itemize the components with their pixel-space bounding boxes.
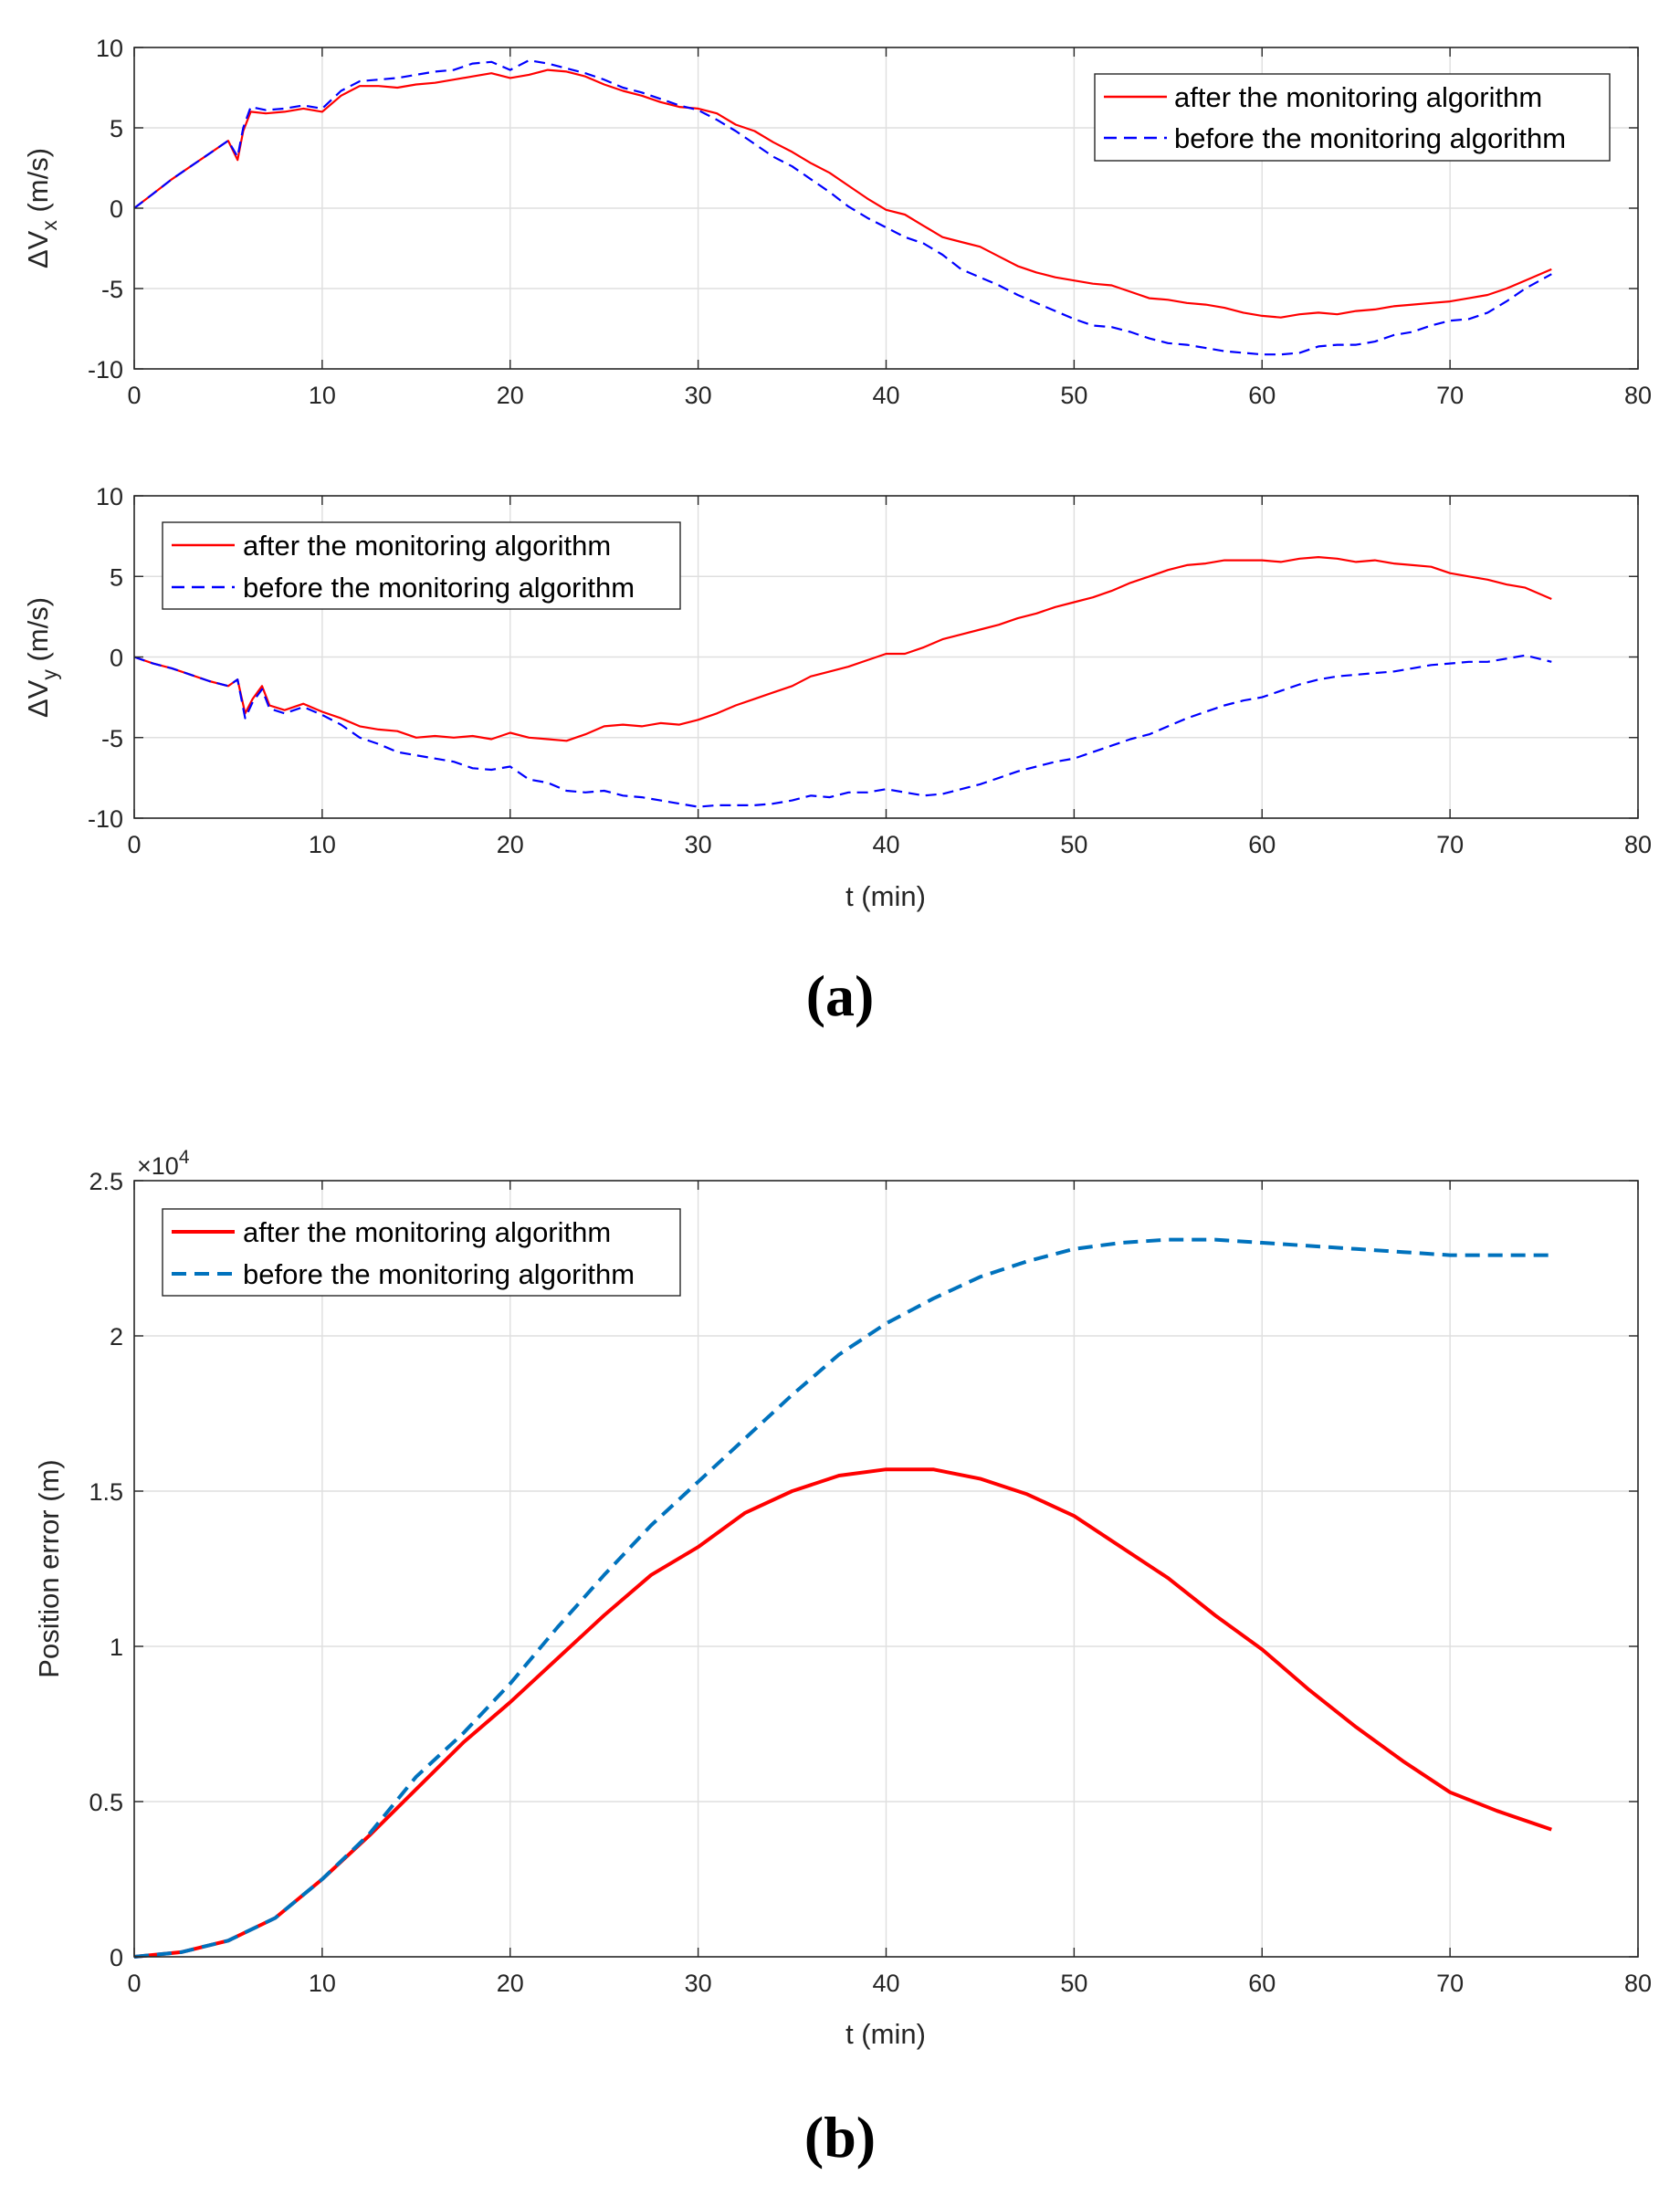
chart-delta-vy: 0 10 20 30 40 50 60 70 80 -10 -5 0 5 10 ΔVy (m/s) t (… xyxy=(22,483,1652,912)
x-tick-label: 0 xyxy=(127,831,141,858)
x-tick-label: 40 xyxy=(872,831,899,858)
x-tick-label: 50 xyxy=(1060,831,1087,858)
y-tick-label: 0 xyxy=(110,195,123,223)
chart-delta-vx: 0 10 20 30 40 50 60 70 80 -10 -5 0 5 10 ΔVx (m/s) aft… xyxy=(22,35,1652,409)
y-tick-label: 0 xyxy=(110,1944,123,1971)
series-group xyxy=(133,555,1552,808)
y-tick-label: -5 xyxy=(101,725,123,752)
x-tick-label: 60 xyxy=(1248,1970,1276,1997)
legend-box xyxy=(162,521,681,610)
x-tick-label: 30 xyxy=(685,831,712,858)
x-tick-label: 70 xyxy=(1436,831,1464,858)
series-group xyxy=(133,58,1552,356)
y-exponent-label: ×104 xyxy=(137,1147,190,1180)
grid-lines xyxy=(134,1181,1638,1957)
legend-label-before: before the monitoring algorithm xyxy=(243,572,635,604)
y-tick-label: 5 xyxy=(110,115,123,142)
chart-position-error: 0 10 20 30 40 50 60 70 80 0 0.5 1 1.5 2 2.5 ×104 Posit… xyxy=(33,1147,1652,2050)
panel-label-a: (a) xyxy=(806,963,875,1028)
y-tick-label: -5 xyxy=(101,276,123,303)
legend: after the monitoring algorithm before th… xyxy=(162,1208,681,1297)
x-tick-label: 80 xyxy=(1624,1970,1652,1997)
x-tick-label: 60 xyxy=(1248,831,1276,858)
legend: after the monitoring algorithm before th… xyxy=(1094,73,1611,162)
series-line-after xyxy=(133,1467,1552,1959)
x-tick-label: 80 xyxy=(1624,831,1652,858)
series-line-before xyxy=(133,58,1552,356)
panel-label-b: (b) xyxy=(804,2105,876,2170)
x-tick-label: 10 xyxy=(309,831,336,858)
y-tick-label: 0 xyxy=(110,645,123,672)
x-tick-label: 40 xyxy=(872,382,899,409)
y-tick-label: -10 xyxy=(88,356,123,384)
y-tick-label: 0.5 xyxy=(89,1789,123,1816)
x-tick-label: 30 xyxy=(685,1970,712,1997)
x-tick-label: 20 xyxy=(497,831,524,858)
y-tick-label: 10 xyxy=(96,35,123,62)
x-tick-label: 30 xyxy=(685,382,712,409)
legend-label-before: before the monitoring algorithm xyxy=(1174,122,1566,154)
x-tick-label: 50 xyxy=(1060,1970,1087,1997)
legend-label-before: before the monitoring algorithm xyxy=(243,1258,635,1290)
y-axis-label: ΔVx (m/s) xyxy=(22,148,61,268)
tick-labels: 0 10 20 30 40 50 60 70 80 0 0.5 1 1.5 2 2.5 xyxy=(89,1168,1652,1997)
y-tick-label: 5 xyxy=(110,563,123,591)
x-tick-label: 60 xyxy=(1248,382,1276,409)
x-tick-label: 0 xyxy=(127,382,141,409)
x-tick-label: 20 xyxy=(497,382,524,409)
legend-label-after: after the monitoring algorithm xyxy=(1174,81,1542,113)
series-line-before xyxy=(133,654,1552,808)
x-axis-label: t (min) xyxy=(845,880,926,912)
legend-label-after: after the monitoring algorithm xyxy=(243,530,611,562)
legend: after the monitoring algorithm before th… xyxy=(162,521,681,610)
x-tick-label: 80 xyxy=(1624,382,1652,409)
series-line-after xyxy=(133,555,1552,742)
y-axis-label: Position error (m) xyxy=(33,1459,65,1677)
y-tick-label: 2.5 xyxy=(89,1168,123,1195)
x-tick-label: 40 xyxy=(872,1970,899,1997)
y-tick-label: 1.5 xyxy=(89,1478,123,1506)
series-line-after xyxy=(133,68,1552,319)
x-tick-label: 20 xyxy=(497,1970,524,1997)
x-tick-label: 50 xyxy=(1060,382,1087,409)
legend-label-after: after the monitoring algorithm xyxy=(243,1216,611,1248)
legend-box xyxy=(162,1208,681,1297)
x-axis-label: t (min) xyxy=(845,2018,926,2050)
series-group xyxy=(133,1237,1552,1959)
y-tick-label: 1 xyxy=(110,1634,123,1661)
y-axis-label: ΔVy (m/s) xyxy=(22,597,61,718)
tick-labels: 0 10 20 30 40 50 60 70 80 -10 -5 0 5 10 xyxy=(88,483,1652,858)
series-line-before xyxy=(133,1237,1552,1959)
y-tick-label: 2 xyxy=(110,1323,123,1350)
tick-labels: 0 10 20 30 40 50 60 70 80 -10 -5 0 5 10 xyxy=(88,35,1652,409)
legend-box xyxy=(1094,73,1611,162)
x-tick-label: 70 xyxy=(1436,1970,1464,1997)
x-tick-label: 70 xyxy=(1436,382,1464,409)
x-tick-label: 10 xyxy=(309,1970,336,1997)
y-tick-label: -10 xyxy=(88,805,123,833)
x-tick-label: 10 xyxy=(309,382,336,409)
y-tick-label: 10 xyxy=(96,483,123,510)
x-tick-label: 0 xyxy=(127,1970,141,1997)
